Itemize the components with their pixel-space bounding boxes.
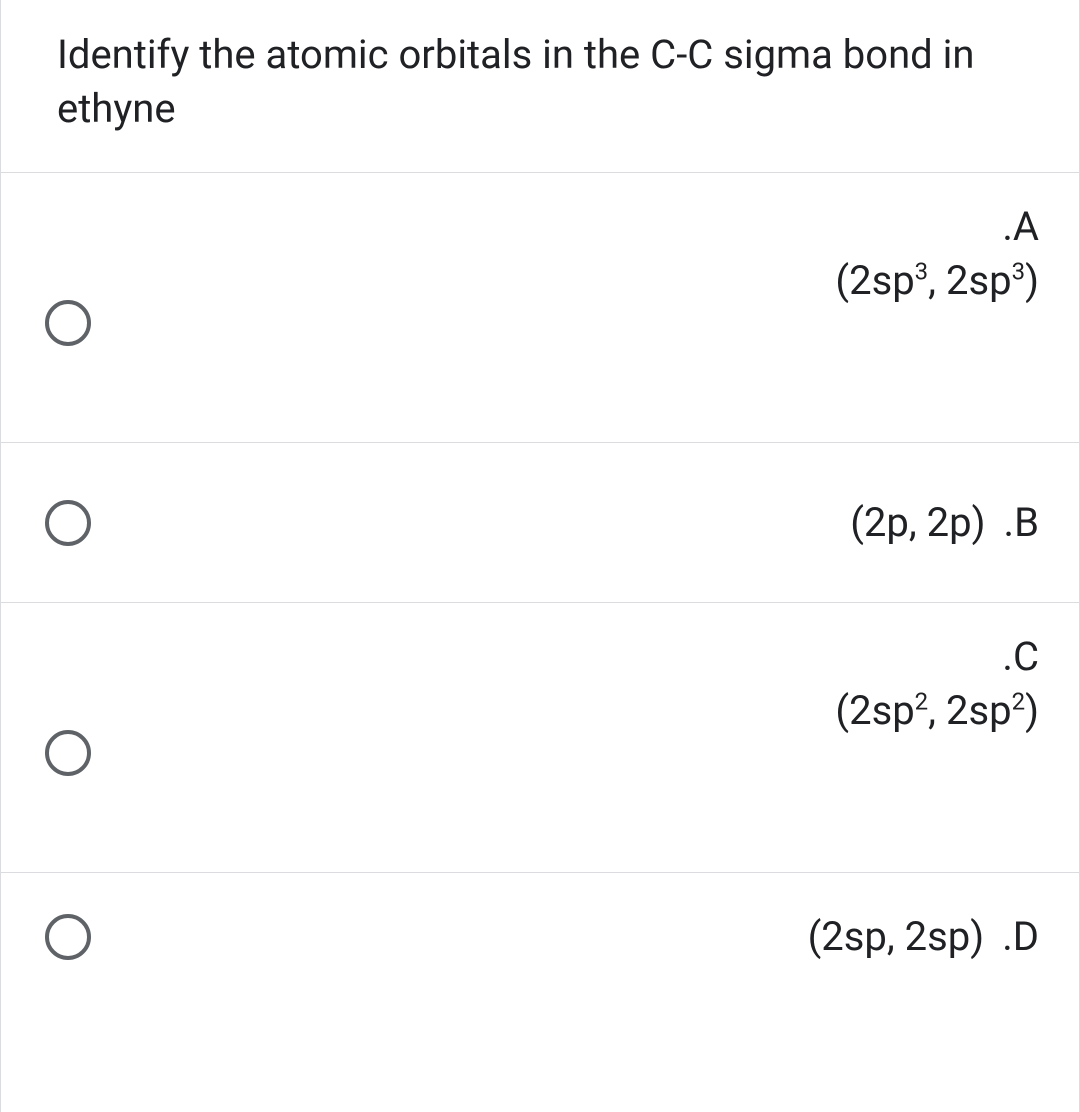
option-b[interactable]: (2p, 2p) .B (1, 443, 1079, 603)
option-a-letter: .A (111, 203, 1039, 251)
option-d-letter: .D (1002, 913, 1039, 961)
option-d-formula: (2sp, 2sp) (808, 913, 985, 961)
options-list: .A (2sp3, 2sp3) (2p, 2p) .B .C ( (1, 172, 1079, 1001)
option-c-formula: (2sp2, 2sp2) (111, 687, 1039, 735)
option-b-formula: (2p, 2p) (850, 499, 985, 547)
radio-circle-icon (45, 914, 91, 960)
option-c[interactable]: .C (2sp2, 2sp2) (1, 603, 1079, 873)
question-text: Identify the atomic orbitals in the C-C … (57, 28, 1023, 136)
radio-d[interactable] (45, 914, 91, 960)
option-d[interactable]: (2sp, 2sp) .D (1, 873, 1079, 1001)
radio-circle-icon (45, 500, 91, 546)
quiz-card: Identify the atomic orbitals in the C-C … (0, 0, 1080, 1112)
radio-b[interactable] (45, 500, 91, 546)
option-c-letter: .C (111, 633, 1039, 681)
option-a[interactable]: .A (2sp3, 2sp3) (1, 173, 1079, 443)
option-b-letter: .B (1004, 499, 1039, 547)
radio-circle-icon (45, 300, 91, 346)
question-block: Identify the atomic orbitals in the C-C … (1, 0, 1079, 172)
option-d-content: (2sp, 2sp) .D (91, 913, 1039, 961)
option-a-content: .A (2sp3, 2sp3) (91, 203, 1039, 305)
radio-a[interactable] (45, 300, 91, 346)
radio-circle-icon (45, 730, 91, 776)
option-a-formula: (2sp3, 2sp3) (111, 257, 1039, 305)
option-b-content: (2p, 2p) .B (91, 499, 1039, 547)
option-c-content: .C (2sp2, 2sp2) (91, 633, 1039, 735)
radio-c[interactable] (45, 730, 91, 776)
